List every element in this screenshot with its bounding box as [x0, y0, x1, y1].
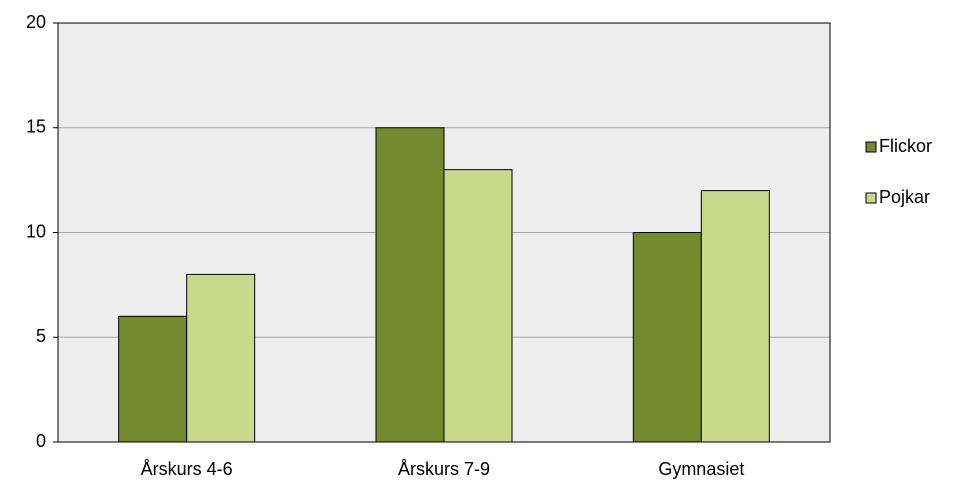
legend-swatch	[865, 141, 877, 153]
y-tick-label: 0	[36, 431, 46, 451]
y-tick-label: 15	[26, 117, 46, 137]
plot-border	[57, 22, 831, 443]
bar	[118, 315, 188, 443]
bar	[186, 273, 256, 443]
y-tick-label: 10	[26, 221, 46, 241]
x-tick-label: Årskurs 4-6	[141, 459, 233, 479]
bar	[443, 169, 513, 443]
x-tick-label: Gymnasiet	[658, 459, 744, 479]
legend-swatch	[865, 192, 877, 204]
legend-label: Flickor	[879, 136, 932, 156]
legend-label: Pojkar	[879, 187, 930, 207]
y-tick-label: 20	[26, 12, 46, 32]
bar	[375, 127, 445, 443]
bar	[632, 232, 702, 443]
x-tick-label: Årskurs 7-9	[398, 459, 490, 479]
y-tick-label: 5	[36, 326, 46, 346]
bar	[700, 190, 770, 443]
